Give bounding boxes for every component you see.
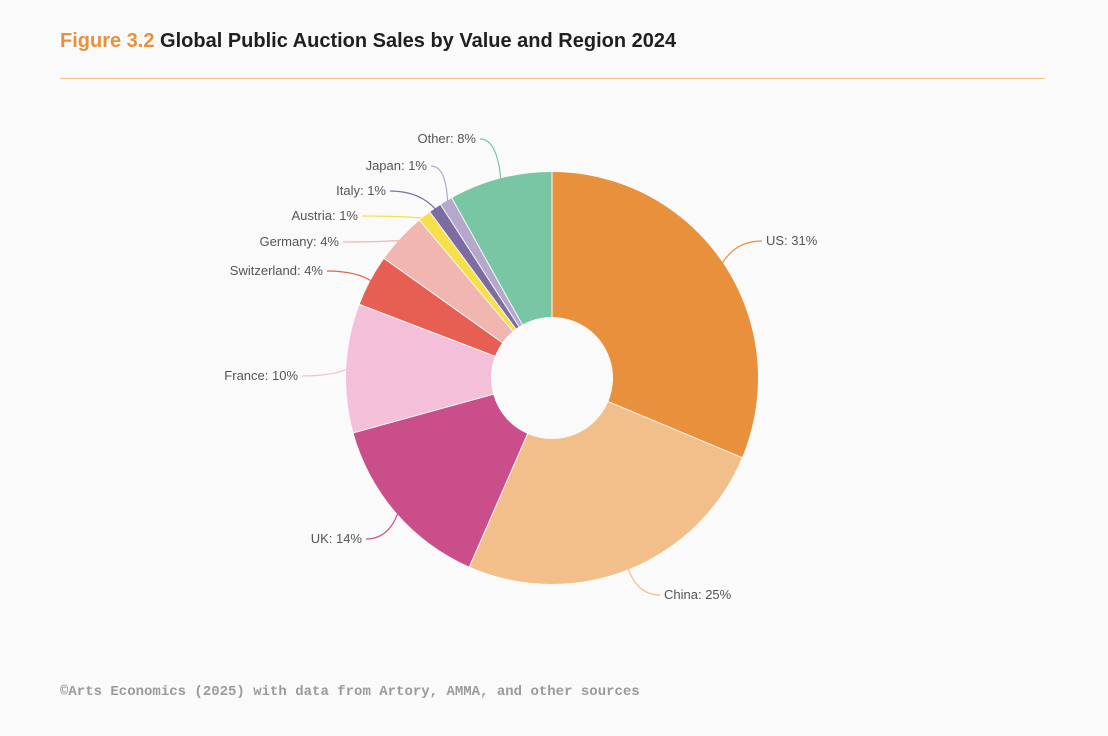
slice-separator (358, 303, 497, 358)
leader-germany (342, 239, 403, 243)
slice-japan (440, 197, 523, 327)
leader-us (720, 240, 763, 266)
leader-japan (430, 165, 449, 204)
leader-china (626, 566, 661, 596)
donut-slices (346, 171, 758, 584)
label-uk: UK: 14% (311, 531, 363, 546)
label-austria: Austria: 1% (292, 208, 359, 223)
slice-separator (468, 432, 529, 568)
figure-title: Global Public Auction Sales by Value and… (160, 30, 677, 52)
slice-france (346, 304, 496, 433)
slice-separator (383, 257, 504, 344)
slice-austria (419, 212, 516, 332)
slice-china (469, 401, 743, 584)
leader-other (479, 138, 502, 182)
figure-number: Figure 3.2 (60, 30, 155, 52)
label-france: France: 10% (224, 368, 298, 383)
slice-separator (352, 393, 495, 434)
slice-other (451, 172, 552, 325)
slice-us (552, 172, 758, 458)
slice-separator (439, 203, 520, 328)
leader-austria (361, 215, 427, 220)
leader-uk (365, 510, 400, 540)
leader-italy (389, 190, 438, 212)
slice-separator (428, 211, 517, 330)
slice-germany (384, 220, 513, 343)
label-china: China: 25% (664, 587, 732, 602)
label-italy: Italy: 1% (336, 183, 386, 198)
header-divider (60, 78, 1045, 79)
slice-separator (418, 219, 514, 333)
slice-italy (429, 204, 520, 329)
leader-switzerland (326, 270, 374, 283)
label-germany: Germany: 4% (260, 234, 340, 249)
leader-france (301, 367, 350, 377)
slice-switzerland (359, 258, 503, 357)
source-note: ©Arts Economics (2025) with data from Ar… (60, 684, 640, 700)
label-japan: Japan: 1% (366, 158, 428, 173)
label-other: Other: 8% (417, 131, 476, 146)
slice-separator (450, 196, 524, 326)
slice-labels: US: 31% China: 25% UK: 14% France: 10% Switz… (224, 131, 817, 602)
slice-separator (607, 400, 744, 459)
leader-lines (301, 138, 763, 596)
label-switzerland: Switzerland: 4% (230, 263, 324, 278)
figure-heading: Figure 3.2 Global Public Auction Sales b… (60, 30, 676, 53)
slice-uk (353, 394, 528, 567)
label-us: US: 31% (766, 233, 818, 248)
